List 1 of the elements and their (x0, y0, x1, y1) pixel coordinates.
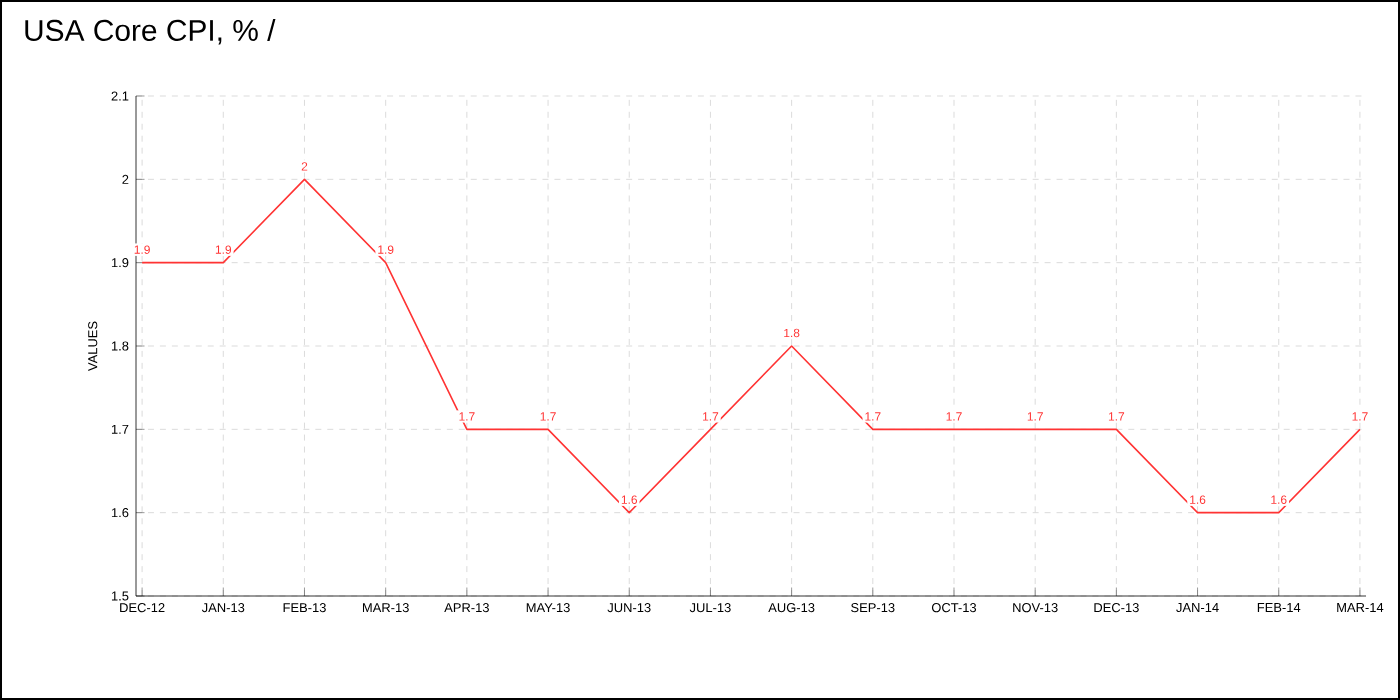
chart-title: USA Core CPI, % / (25, 19, 276, 45)
